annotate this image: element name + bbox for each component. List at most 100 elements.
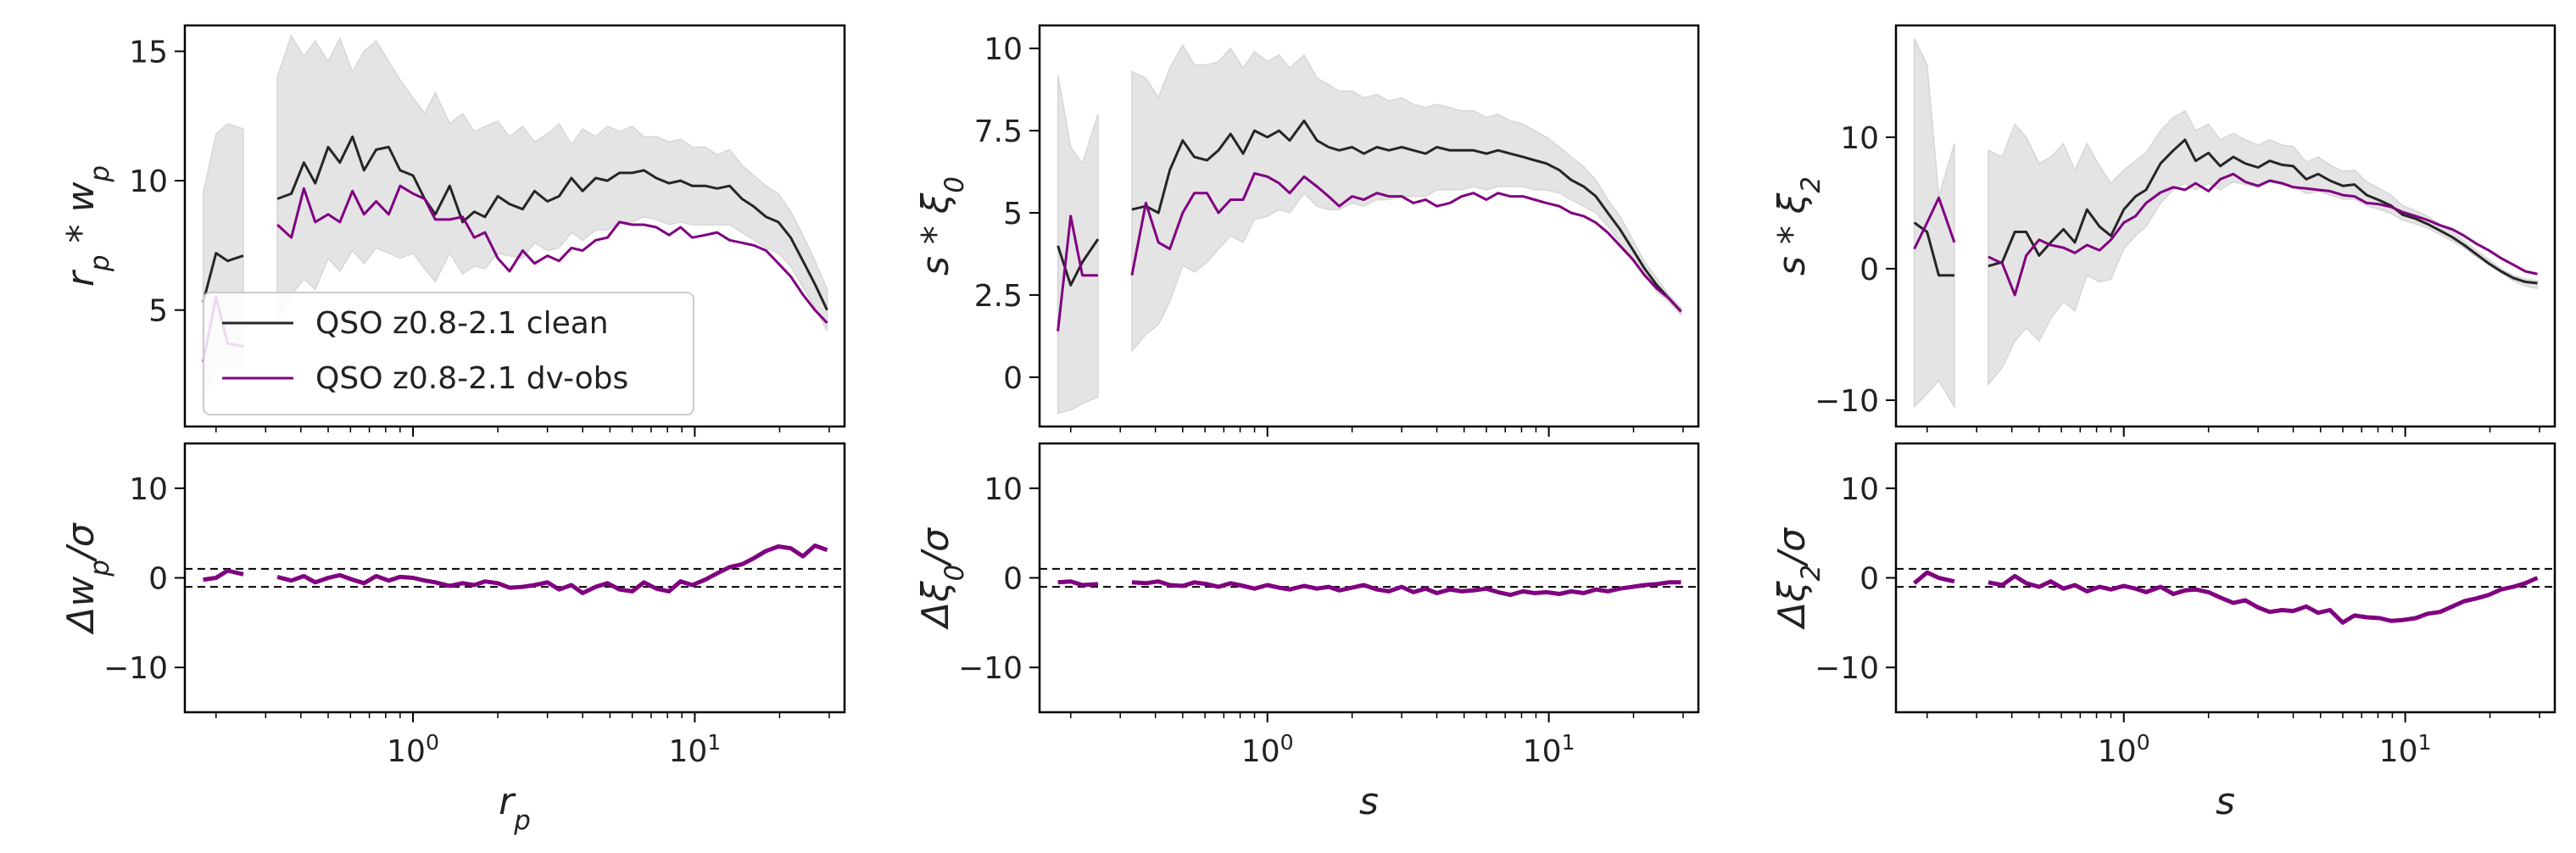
tick-base: 10 — [1241, 734, 1280, 769]
x-tick-label-0: 100 — [387, 730, 439, 770]
plot-area — [1057, 43, 1682, 415]
label-part: Δξ — [1770, 581, 1814, 630]
y-tick-label-1: 0 — [148, 562, 168, 597]
axes-frame — [1038, 442, 1700, 714]
y-tick-label-2: 10 — [129, 472, 168, 507]
error-band-segment-0 — [1057, 75, 1099, 415]
y-axis-label: s * ξ0 — [914, 176, 970, 276]
label-subscript: 2 — [1796, 176, 1826, 193]
y-tick-label-1: 2.5 — [974, 279, 1023, 314]
y-tick-label-2: 5 — [1003, 197, 1023, 231]
tick-exponent: 1 — [2417, 730, 2431, 755]
tick-base: 10 — [2098, 734, 2137, 769]
tick-exponent: 0 — [2137, 730, 2150, 755]
label-subscript: p — [85, 560, 115, 577]
y-tick-label-0: −10 — [1815, 651, 1879, 686]
series-line-clean-segment-1 — [1988, 138, 2538, 285]
x-axis-label: s — [2216, 780, 2235, 823]
series-line-clean-segment-0 — [1913, 221, 1954, 277]
label-subscript: 0 — [940, 176, 970, 193]
label-part: * w — [59, 181, 103, 254]
x-axis-label: s — [1359, 780, 1379, 823]
y-tick-label-1: 0 — [1860, 253, 1879, 287]
axes-frame — [1894, 24, 2556, 428]
y-tick-label-0: −10 — [1815, 384, 1879, 419]
label-subscript: p — [85, 254, 115, 272]
label-part: s * ξ — [914, 192, 957, 276]
plot-area — [1913, 38, 2539, 410]
residual-line-segment-0 — [1057, 579, 1099, 588]
y-axis-label: Δξ0/σ — [914, 527, 970, 630]
label-part: /σ — [914, 527, 957, 568]
label-subscript: p — [513, 806, 531, 836]
x-tick-label-0: 100 — [2098, 730, 2150, 770]
tick-exponent: 0 — [1280, 730, 1294, 755]
plot-area — [1040, 567, 1698, 598]
residual-line-segment-1 — [1988, 573, 2539, 625]
y-tick-label-3: 7.5 — [974, 114, 1023, 149]
series-line-dvobs-segment-0 — [1913, 196, 1956, 250]
legend-frame — [203, 292, 694, 415]
series-line-dvobs-segment-1 — [276, 184, 828, 324]
label-part: Δξ — [914, 581, 957, 630]
x-tick-label-0: 100 — [1241, 730, 1294, 770]
y-tick-label-0: 0 — [1003, 361, 1023, 396]
y-tick-label-1: 0 — [1860, 562, 1879, 597]
panel-top-right: −10 0 10 s * ξ2 — [1770, 24, 2556, 437]
label-part: r — [499, 780, 516, 823]
y-tick-label-2: 10 — [984, 472, 1023, 507]
y-tick-label-0: 5 — [148, 294, 168, 329]
series-line-clean-segment-0 — [202, 252, 244, 303]
y-tick-label-1: 10 — [129, 164, 168, 199]
error-band-segment-1 — [1131, 43, 1682, 353]
y-tick-label-0: −10 — [958, 651, 1023, 686]
label-part: Δw — [59, 576, 103, 635]
legend: QSO z0.8-2.1 clean QSO z0.8-2.1 dv-obs — [203, 292, 694, 415]
axes-frame — [1894, 442, 2556, 714]
label-part: s — [2216, 780, 2235, 823]
label-part: s * ξ — [1770, 192, 1814, 276]
y-axis-label: rp * wp — [59, 165, 115, 287]
legend-label-clean: QSO z0.8-2.1 clean — [315, 306, 609, 341]
series-line-clean-segment-1 — [1131, 119, 1682, 313]
tick-base: 10 — [1523, 734, 1562, 769]
tick-exponent: 1 — [1561, 730, 1575, 755]
y-axis-label: Δξ2/σ — [1770, 527, 1826, 630]
label-part: r — [59, 269, 103, 287]
residual-line-segment-0 — [1912, 570, 1955, 585]
axes-frame — [183, 24, 846, 428]
label-part: /σ — [59, 522, 103, 563]
residual-line-segment-0 — [203, 568, 244, 583]
label-part: s — [1359, 780, 1379, 823]
tick-base: 10 — [668, 734, 707, 769]
residual-line-segment-1 — [1131, 579, 1681, 598]
residual-line-segment-1 — [276, 544, 828, 595]
y-tick-label-2: 10 — [1840, 121, 1879, 156]
series-line-dvobs-segment-1 — [1988, 172, 2538, 297]
tick-exponent: 1 — [707, 730, 721, 755]
legend-label-dvobs: QSO z0.8-2.1 dv-obs — [315, 361, 628, 396]
series-line-dvobs-segment-1 — [1130, 172, 1682, 313]
series-line-dvobs-segment-0 — [1057, 215, 1098, 332]
y-tick-label-0: −10 — [103, 651, 168, 686]
y-tick-label-4: 10 — [984, 32, 1023, 67]
error-band-segment-1 — [276, 34, 828, 332]
label-subscript: p — [85, 165, 115, 183]
y-tick-label-2: 10 — [1840, 472, 1879, 507]
tick-exponent: 0 — [426, 730, 439, 755]
x-tick-label-1: 101 — [2379, 730, 2432, 770]
error-band-segment-1 — [1988, 109, 2539, 387]
label-part: /σ — [1770, 527, 1814, 568]
y-tick-label-1: 0 — [1003, 562, 1023, 597]
y-tick-label-2: 15 — [129, 36, 168, 70]
x-tick-label-1: 101 — [1523, 730, 1575, 770]
x-axis-label: rp — [499, 780, 531, 836]
axes-frame — [1038, 24, 1700, 428]
label-subscript: 0 — [940, 565, 970, 582]
y-axis-label: s * ξ2 — [1770, 176, 1826, 276]
plot-area — [1896, 567, 2555, 625]
